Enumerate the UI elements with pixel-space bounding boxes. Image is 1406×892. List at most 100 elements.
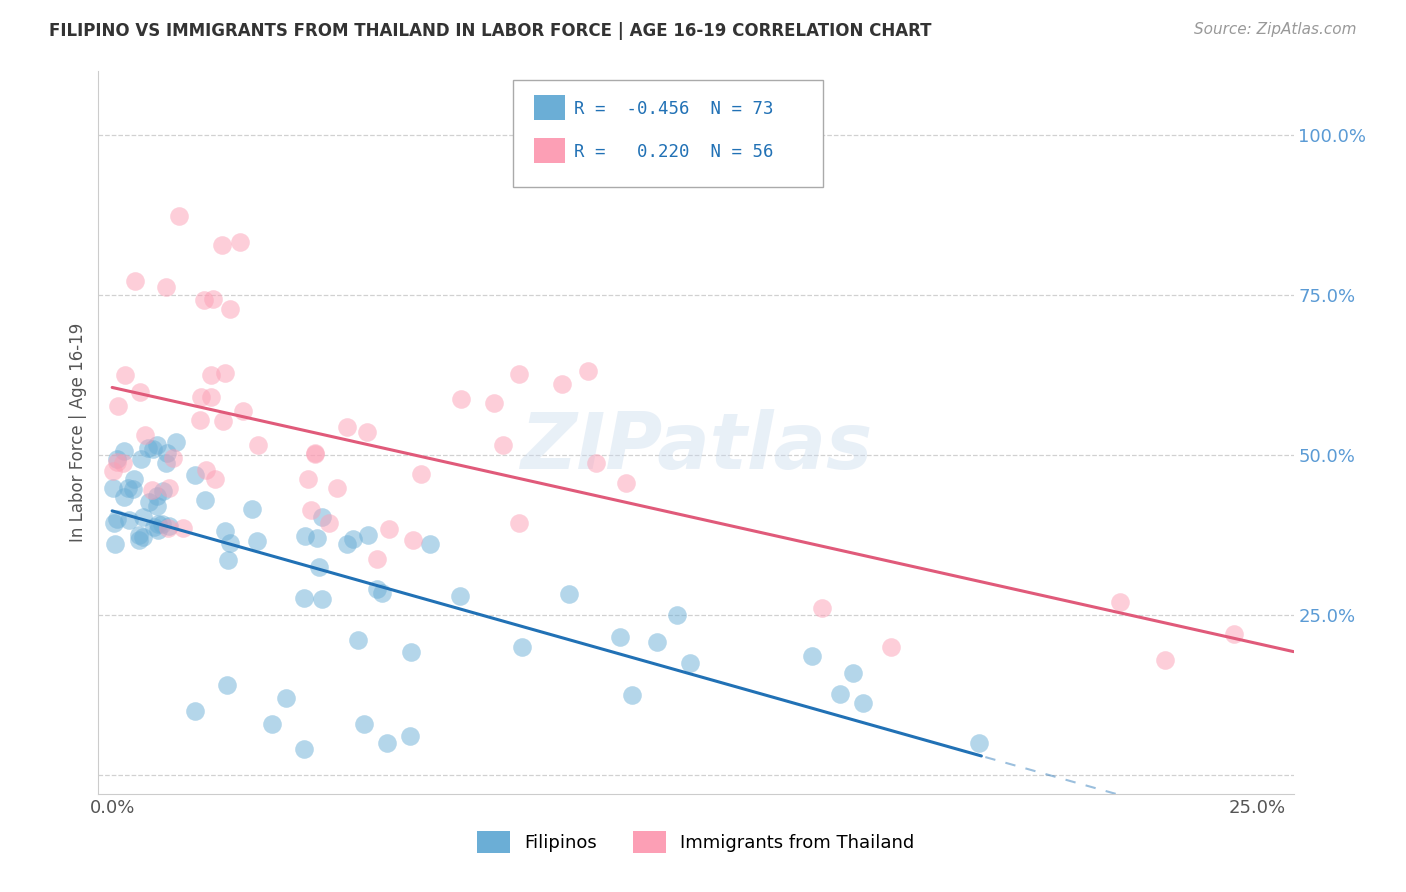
Point	[215, 678, 238, 692]
Text: ZIPatlas: ZIPatlas	[520, 409, 872, 485]
Point	[128, 527, 150, 541]
Point	[104, 537, 127, 551]
Point	[558, 587, 581, 601]
Point	[218, 536, 240, 550]
Point	[131, 510, 153, 524]
Text: R =  -0.456  N = 73: R = -0.456 N = 73	[574, 100, 773, 118]
Point	[214, 366, 236, 380]
Point	[117, 481, 139, 495]
Point	[212, 414, 235, 428]
Point	[232, 403, 254, 417]
Point	[134, 428, 156, 442]
Text: FILIPINO VS IMMIGRANTS FROM THAILAND IN LABOR FORCE | AGE 16-19 CORRELATION CHAR: FILIPINO VS IMMIGRANTS FROM THAILAND IN …	[49, 22, 932, 40]
Point	[852, 696, 875, 710]
Point	[402, 533, 425, 547]
Point	[366, 582, 388, 597]
Point	[103, 464, 125, 478]
Point	[811, 601, 834, 615]
Point	[370, 586, 392, 600]
Point	[841, 666, 863, 681]
Point	[136, 442, 159, 456]
Point	[111, 456, 134, 470]
Point	[336, 537, 359, 551]
Point	[609, 630, 631, 644]
Point	[112, 443, 135, 458]
Point	[326, 482, 349, 496]
Point	[152, 483, 174, 498]
Point	[551, 376, 574, 391]
Point	[305, 531, 328, 545]
Point	[311, 509, 333, 524]
Point	[200, 368, 222, 382]
Point	[357, 528, 380, 542]
Point	[146, 438, 169, 452]
Point	[240, 502, 263, 516]
Point	[304, 446, 326, 460]
Point	[129, 385, 152, 400]
Point	[162, 450, 184, 465]
Point	[112, 490, 135, 504]
Point	[157, 519, 180, 533]
Point	[155, 456, 177, 470]
Point	[1154, 652, 1177, 666]
Point	[155, 280, 177, 294]
Point	[482, 396, 505, 410]
Point	[800, 648, 823, 663]
Point	[183, 704, 205, 718]
Y-axis label: In Labor Force | Age 16-19: In Labor Force | Age 16-19	[69, 323, 87, 542]
Point	[666, 607, 689, 622]
Point	[246, 533, 269, 548]
Point	[969, 736, 991, 750]
Text: Source: ZipAtlas.com: Source: ZipAtlas.com	[1194, 22, 1357, 37]
Point	[194, 463, 217, 477]
Point	[342, 532, 364, 546]
Point	[828, 687, 851, 701]
Point	[1108, 595, 1130, 609]
Point	[211, 238, 233, 252]
Point	[105, 511, 128, 525]
Point	[217, 553, 239, 567]
Point	[193, 293, 215, 307]
Point	[294, 529, 316, 543]
Point	[512, 640, 534, 654]
Point	[146, 499, 169, 513]
Point	[143, 520, 166, 534]
Point	[204, 472, 226, 486]
Point	[172, 521, 194, 535]
Point	[508, 367, 530, 381]
Point	[200, 390, 222, 404]
Point	[297, 472, 319, 486]
Point	[202, 292, 225, 306]
Point	[366, 551, 388, 566]
Point	[247, 438, 270, 452]
Point	[128, 533, 150, 548]
Point	[311, 591, 333, 606]
Point	[492, 437, 515, 451]
Point	[122, 472, 145, 486]
Text: R =   0.220  N = 56: R = 0.220 N = 56	[574, 143, 773, 161]
Point	[614, 476, 637, 491]
Point	[336, 420, 359, 434]
Point	[304, 447, 326, 461]
Point	[157, 481, 180, 495]
Point	[262, 716, 284, 731]
Point	[190, 390, 212, 404]
Point	[150, 516, 173, 531]
Point	[647, 635, 669, 649]
Point	[141, 483, 163, 497]
Point	[107, 399, 129, 413]
Legend: Filipinos, Immigrants from Thailand: Filipinos, Immigrants from Thailand	[470, 824, 922, 861]
Point	[183, 467, 205, 482]
Point	[347, 632, 370, 647]
Point	[585, 456, 607, 470]
Point	[188, 412, 211, 426]
Point	[117, 513, 139, 527]
Point	[449, 590, 471, 604]
Point	[375, 736, 398, 750]
Point	[299, 503, 322, 517]
Point	[1223, 627, 1246, 641]
Point	[879, 640, 901, 654]
Point	[508, 516, 530, 530]
Point	[678, 656, 700, 670]
Point	[214, 524, 236, 538]
